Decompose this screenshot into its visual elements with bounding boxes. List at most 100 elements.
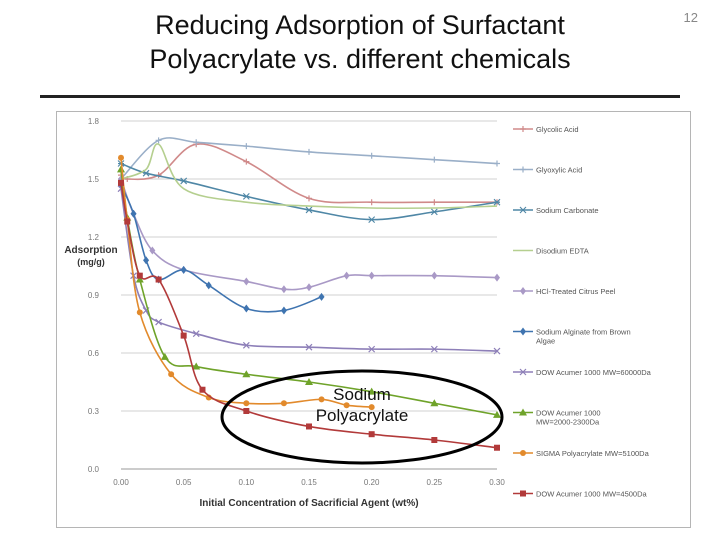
line-chart: 0.0 0.3 0.6 0.9 1.2 1.5 1.8 0.00 0.05 0.10 0.15 0.2…: [64, 117, 651, 509]
data-point-9-8: [368, 431, 375, 438]
y-axis-title-line-1: Adsorption: [64, 245, 117, 256]
data-point-9-5: [199, 386, 206, 393]
legend-label-7: DOW Acumer 1000: [536, 409, 601, 418]
data-point-1-1: [155, 137, 162, 144]
data-point-4-9: [431, 271, 438, 280]
legend-marker-1: [520, 166, 526, 173]
data-point-5-1: [130, 209, 137, 218]
data-point-2-2: [180, 177, 188, 185]
data-point-8-3: [168, 371, 175, 378]
data-point-1-5: [368, 152, 375, 159]
legend-label-cont-5: Algae: [536, 337, 555, 346]
data-point-6-9: [493, 347, 501, 355]
data-point-9-9: [431, 437, 438, 443]
data-point-2-4: [305, 206, 313, 214]
data-point-7-3: [160, 352, 169, 360]
series-2: [117, 160, 501, 223]
data-point-1-2: [193, 139, 200, 146]
legend-label-2: Sodium Carbonate: [536, 206, 599, 215]
slide-title-line-1: Reducing Adsorption of Surfactant: [155, 10, 565, 40]
annotation-line-2: Polyacrylate: [315, 406, 409, 425]
data-point-0-5: [306, 195, 312, 202]
data-point-0-6: [368, 199, 375, 206]
data-point-9-1: [124, 218, 131, 225]
legend-marker-8: [520, 450, 526, 456]
data-point-7-4: [192, 362, 201, 370]
y-tick-label-1.5: 1.5: [88, 175, 100, 184]
legend-marker-9: [520, 490, 526, 497]
slide-title-line-2: Polyacrylate vs. different chemicals: [149, 44, 571, 74]
legend-label-5: Sodium Alginate from Brown: [536, 328, 631, 337]
title-divider: [40, 95, 680, 98]
y-tick-label-0.0: 0.0: [88, 465, 100, 474]
x-tick-label-0.30: 0.30: [489, 478, 505, 487]
legend-marker-6: [519, 368, 527, 376]
x-tick-label-0.00: 0.00: [113, 478, 129, 487]
data-point-4-6: [306, 283, 312, 292]
legend-label-1: Glyoxylic Acid: [536, 166, 582, 175]
data-point-6-3: [155, 318, 163, 326]
data-point-6-8: [430, 345, 438, 353]
legend-label-9: DOW Acumer 1000 MW=4500Da: [536, 490, 647, 499]
data-point-6-5: [242, 341, 250, 349]
legend-label-4: HCl-Treated Citrus Peel: [536, 287, 616, 296]
data-point-2-3: [242, 193, 250, 200]
series-0: [118, 141, 500, 206]
data-point-1-4: [306, 148, 312, 155]
x-tick-label-0.25: 0.25: [427, 478, 443, 487]
series-line-2: [120, 162, 498, 221]
series-3: [120, 143, 498, 210]
data-point-2-6: [430, 208, 438, 216]
data-point-4-2: [149, 246, 156, 255]
data-point-5-7: [280, 306, 287, 315]
data-point-2-7: [493, 198, 501, 206]
x-tick-label-0.20: 0.20: [364, 478, 380, 487]
data-point-9-0: [118, 179, 124, 186]
data-point-6-7: [368, 345, 376, 353]
x-tick-label-0.15: 0.15: [301, 478, 317, 487]
y-tick-label-1.2: 1.2: [88, 233, 100, 242]
data-point-5-8: [318, 292, 325, 301]
annotation-line-1: Sodium: [333, 385, 391, 404]
y-axis-title-line-2: (mg/g): [77, 257, 105, 267]
data-point-1-7: [494, 160, 500, 167]
y-tick-label-0.6: 0.6: [88, 349, 100, 358]
series-4: [118, 175, 500, 294]
series-line-1: [120, 137, 498, 180]
series-7: [117, 165, 501, 418]
data-point-0-7: [431, 199, 438, 206]
data-point-4-4: [243, 277, 250, 286]
data-point-0-4: [243, 158, 250, 165]
slide-title: Reducing Adsorption of Surfactant Polyac…: [40, 8, 680, 76]
chart-container: 0.0 0.3 0.6 0.9 1.2 1.5 1.8 0.00 0.05 0.10 0.15 0.2…: [56, 111, 691, 528]
data-point-1-3: [243, 143, 250, 150]
slide-number: 12: [683, 10, 698, 25]
legend-marker-4: [520, 287, 526, 295]
series-line-6: [120, 188, 498, 352]
data-point-2-5: [368, 216, 376, 223]
data-point-4-10: [494, 273, 500, 282]
data-point-9-4: [180, 332, 187, 339]
data-point-8-0: [118, 154, 124, 161]
legend-marker-7: [519, 408, 527, 416]
data-point-5-5: [205, 281, 212, 290]
data-point-4-5: [280, 285, 287, 294]
legend-marker-0: [520, 126, 526, 132]
data-point-9-10: [494, 444, 500, 451]
data-point-8-2: [136, 309, 143, 316]
legend-marker-5: [520, 327, 526, 336]
data-point-6-6: [305, 343, 313, 351]
data-point-6-4: [192, 330, 200, 338]
data-point-5-4: [180, 265, 187, 274]
y-tick-label-0.9: 0.9: [88, 291, 100, 300]
legend-label-8: SIGMA Polyacrylate MW=5100Da: [536, 449, 650, 458]
sodium-polyacrylate-annotation: Sodium Polyacrylate: [262, 384, 462, 426]
series-5: [118, 180, 325, 315]
series-line-3: [120, 143, 498, 210]
data-point-8-5: [243, 400, 250, 407]
legend-label-0: Glycolic Acid: [536, 125, 579, 134]
y-tick-label-1.8: 1.8: [88, 117, 100, 126]
data-point-4-7: [343, 271, 350, 280]
data-point-1-6: [431, 156, 438, 163]
y-tick-label-0.3: 0.3: [88, 407, 100, 416]
